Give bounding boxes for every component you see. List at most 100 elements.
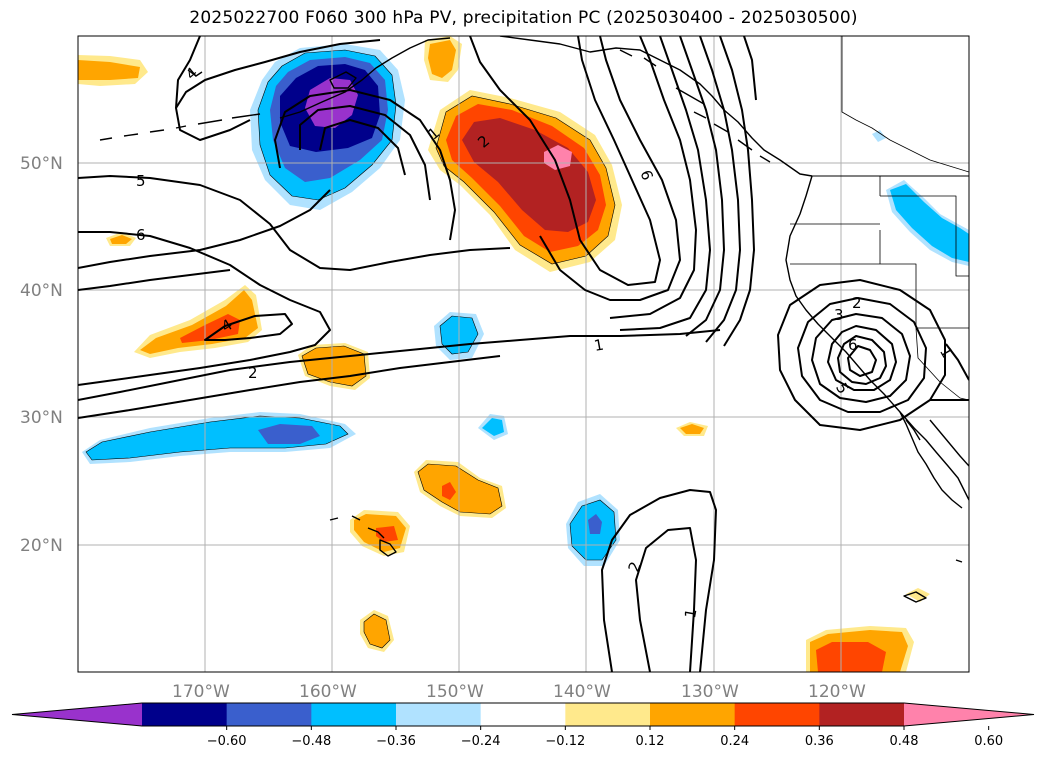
pv-contour-line: [811, 313, 911, 403]
precip-positive-area: [544, 145, 572, 170]
pv-contour-line: [78, 355, 501, 419]
pv-contour-line: [619, 36, 711, 331]
lat-label-30n: 30°N: [20, 408, 63, 428]
lon-label-120w: 120°W: [808, 682, 866, 702]
pv-contour-line: [797, 297, 927, 413]
colorbar-label: −0.36: [376, 734, 416, 749]
pv-contour-line: [699, 36, 741, 343]
colorbar-segment: [396, 703, 482, 726]
colorbar-label: 0.24: [720, 734, 749, 749]
contour-label: 6: [848, 336, 858, 354]
precip-positive-area: [442, 482, 456, 500]
pv-contour-line: [539, 36, 681, 301]
lon-label-130w: 130°W: [681, 682, 739, 702]
pv-contour-line: [827, 325, 897, 391]
alaska-islands: [619, 49, 771, 163]
lat-label-40n: 40°N: [20, 281, 63, 301]
kamchatka-fragment: [187, 69, 203, 77]
precip-positive-area: [462, 118, 596, 232]
contour-label: 1: [681, 607, 700, 620]
baja-california: [899, 411, 963, 509]
precip-positive-area: [140, 290, 258, 354]
contour-label: 6: [136, 226, 146, 244]
contour-label: 3: [834, 306, 844, 324]
colorbar-segment: [565, 703, 651, 726]
interior-boundaries: [790, 36, 969, 401]
pv-contour-line: [175, 36, 251, 141]
pv-contour-line: [204, 313, 293, 341]
pv-contour-line: [945, 343, 969, 381]
pv-contour-line: [609, 36, 697, 319]
colorbar-label: 0.48: [890, 734, 919, 749]
gulf-of-california: [929, 419, 969, 467]
pv-contour-line: [78, 329, 721, 401]
precip-outline: [417, 463, 503, 515]
aleutian-islands: [99, 113, 261, 141]
map-layers: 5 6 4 2 1 2 6 1 2 3 6 5 1 2 1 4: [78, 36, 969, 672]
pv-contour-line: [847, 345, 877, 377]
precip-positive-area: [180, 314, 240, 343]
contour-label: 5: [136, 172, 146, 190]
contour-label: 2: [248, 364, 258, 382]
precip-outlines: [85, 49, 617, 649]
colorbar-label: −0.12: [545, 734, 585, 749]
lon-label-160w: 160°W: [299, 682, 357, 702]
precip-positive-area: [110, 235, 132, 244]
lon-label-150w: 150°W: [426, 682, 484, 702]
map-title: 2025022700 F060 300 hPa PV, precipitatio…: [189, 8, 858, 28]
colorbar: −0.60 −0.48 −0.36 −0.24 −0.12 0.12 0.24 0.36 0.4…: [11, 702, 1035, 749]
latitude-labels: 20°N 30°N 40°N 50°N: [20, 154, 63, 556]
precip-positive-area: [78, 60, 140, 80]
precip-negative-area: [872, 130, 886, 142]
precip-negative-area: [588, 514, 602, 534]
kodiak-island: [329, 71, 357, 89]
colorbar-outline: [11, 702, 1035, 727]
colorbar-extend-high: [904, 703, 1034, 726]
pv-contour-line: [78, 231, 331, 386]
lon-label-170w: 170°W: [172, 682, 230, 702]
small-islands: [903, 559, 963, 603]
pv-contour-line: [299, 105, 431, 201]
colorbar-segment: [480, 703, 566, 726]
precip-outline: [569, 499, 617, 561]
pv-contour-line: [274, 89, 456, 241]
coastlines: [99, 36, 969, 603]
colorbar-segment: [734, 703, 820, 726]
precip-positive-area: [816, 642, 886, 672]
precip-negative-area: [258, 424, 320, 444]
precip-negative-area: [890, 184, 969, 262]
pv-contour-line: [743, 36, 757, 101]
colorbar-segment: [311, 703, 397, 726]
pv-contour-line: [635, 527, 697, 672]
gridlines: [78, 36, 969, 672]
longitude-labels: 170°W 160°W 150°W 140°W 130°W 120°W: [172, 682, 866, 702]
lat-label-50n: 50°N: [20, 154, 63, 174]
precip-positive-area: [428, 40, 456, 78]
lat-label-20n: 20°N: [20, 536, 63, 556]
colorbar-extend-low: [12, 703, 142, 726]
colorbar-segment: [142, 703, 228, 726]
pv-contour-line: [601, 489, 717, 672]
precip-outline: [257, 49, 397, 201]
precip-outline: [301, 345, 367, 387]
colorbar-label: −0.48: [291, 734, 331, 749]
hawaii-islands: [329, 515, 397, 557]
colorbar-label: 0.60: [974, 734, 1003, 749]
west-coast: [785, 175, 969, 501]
pv-contour-line: [679, 36, 725, 337]
precip-positive-area: [418, 464, 502, 514]
colorbar-label: −0.60: [207, 734, 247, 749]
pv-contour-line: [719, 36, 755, 347]
precip-positive-area: [376, 526, 398, 542]
colorbar-label: −0.24: [461, 734, 501, 749]
contour-label: 2: [852, 294, 862, 312]
pv-contour-line: [837, 335, 887, 385]
precip-outline: [363, 613, 391, 649]
pv-contour-line: [78, 189, 331, 269]
precip-negative-area: [482, 418, 504, 436]
precip-positive-area: [364, 614, 390, 648]
colorbar-segment: [819, 703, 905, 726]
colorbar-label: 0.36: [805, 734, 834, 749]
contour-label: 1: [593, 336, 606, 355]
